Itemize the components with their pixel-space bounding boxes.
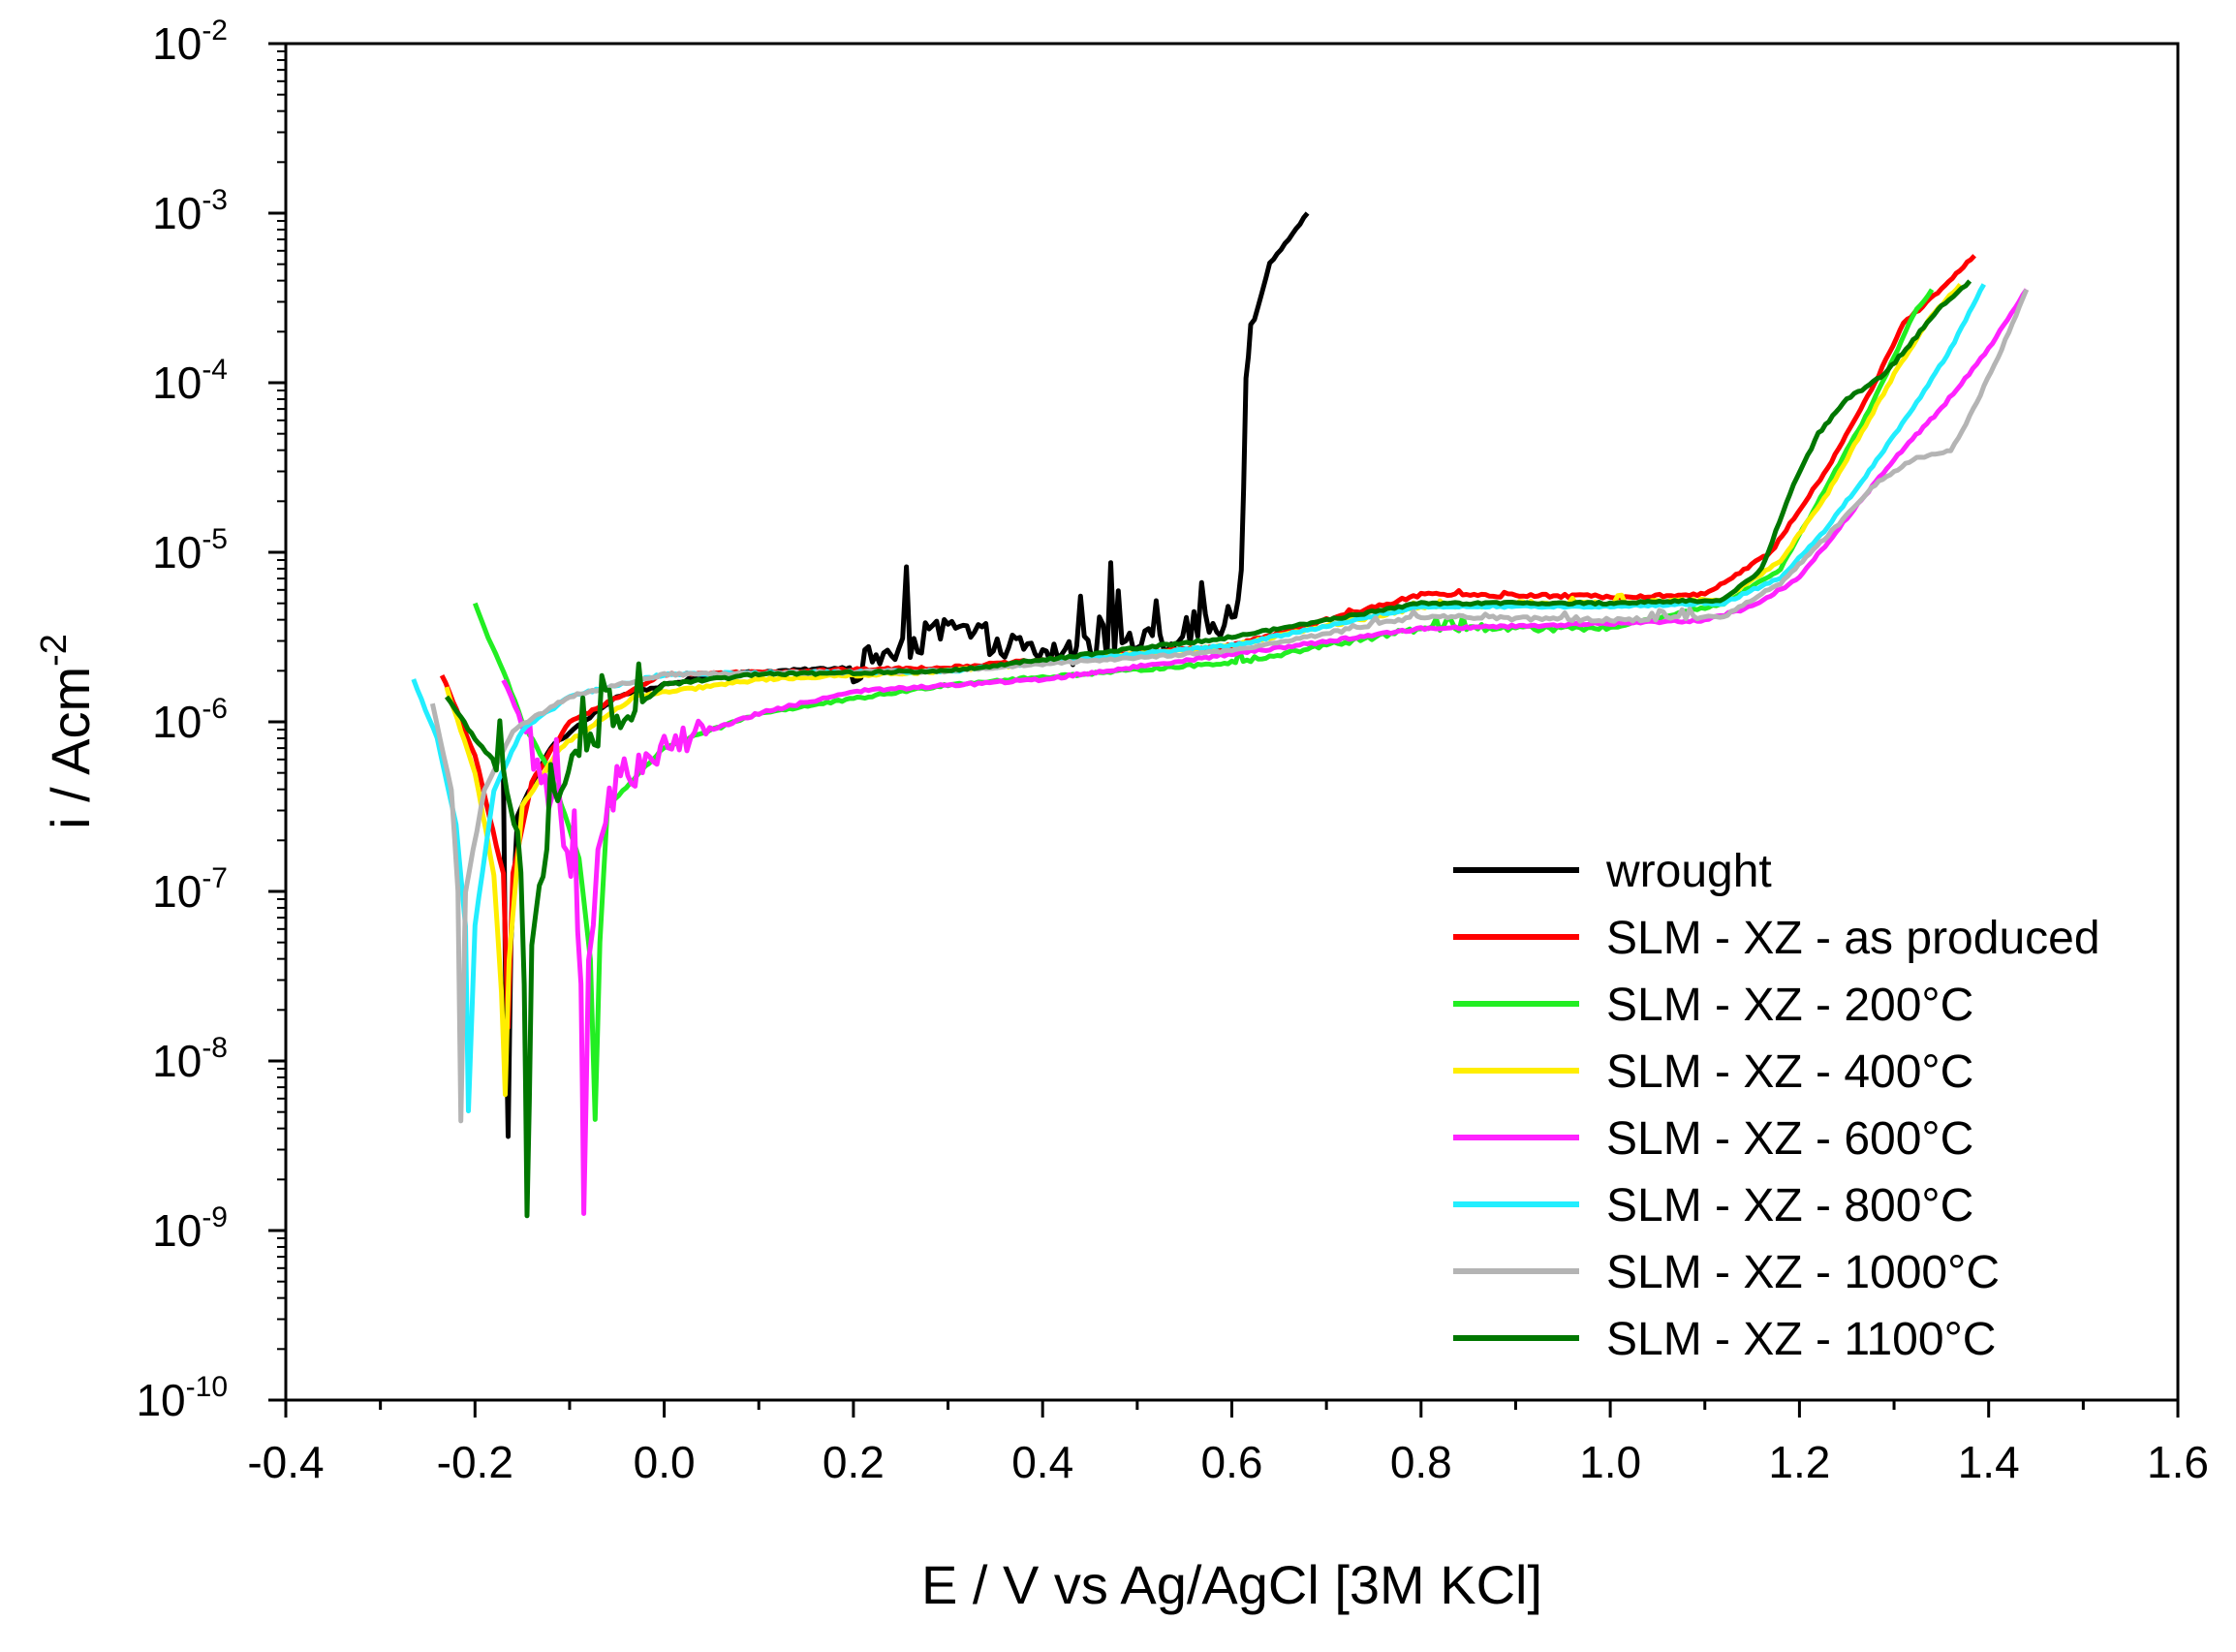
legend: wrought SLM - XZ - as produced SLM - XZ - … <box>1453 846 2100 1365</box>
x-axis-label: E / V vs Ag/AgCl [3M KCl] <box>921 1554 1542 1615</box>
legend-label: SLM - XZ - 600°C <box>1606 1113 1973 1165</box>
y-tick-label: 10-9 <box>152 1201 228 1256</box>
y-tick-label: 10-2 <box>152 15 228 69</box>
x-tick-label: 0.6 <box>1201 1437 1263 1487</box>
y-tick-label: 10-3 <box>152 184 228 238</box>
legend-label: wrought <box>1605 846 1772 897</box>
series-line-7 <box>444 279 1972 1219</box>
y-axis-label: i / Acm-2 <box>34 634 101 829</box>
x-tick-label: -0.4 <box>247 1437 324 1487</box>
series-line-4 <box>501 288 2029 1216</box>
legend-label: SLM - XZ - as produced <box>1606 913 2100 964</box>
x-tick-label: 0.8 <box>1390 1437 1452 1487</box>
y-tick-label: 10-4 <box>152 354 228 408</box>
legend-label: SLM - XZ - 200°C <box>1606 980 1973 1031</box>
x-tick-label: 0.2 <box>823 1437 885 1487</box>
x-tick-label: -0.2 <box>437 1437 513 1487</box>
x-tick-label: 1.6 <box>2147 1437 2209 1487</box>
legend-label: SLM - XZ - 1000°C <box>1606 1247 2000 1298</box>
x-tick-label: 0.0 <box>634 1437 696 1487</box>
x-tick-label: 1.4 <box>1958 1437 2020 1487</box>
x-tick-label: 1.2 <box>1768 1437 1830 1487</box>
y-tick-label: 10-6 <box>152 693 228 747</box>
y-axis-label-exponent: -2 <box>34 634 75 667</box>
series-layer <box>411 211 2030 1219</box>
x-tick-label: 0.4 <box>1011 1437 1073 1487</box>
y-tick-label: 10-10 <box>136 1371 228 1425</box>
y-axis-label-main: i / Acm <box>40 667 101 829</box>
legend-label: SLM - XZ - 1100°C <box>1606 1314 1996 1365</box>
y-tick-label: 10-8 <box>152 1032 228 1086</box>
y-tick-label: 10-7 <box>152 862 228 917</box>
y-tick-label: 10-5 <box>152 523 228 577</box>
series-line-6 <box>429 288 2030 1124</box>
axis-ticks: -0.4 -0.2 0.0 0.2 0.4 0.6 0.8 1.0 1.2 1.4 1.6 10-2 1… <box>136 15 2209 1487</box>
legend-label: SLM - XZ - 800°C <box>1606 1180 1973 1231</box>
x-tick-label: 1.0 <box>1579 1437 1641 1487</box>
legend-label: SLM - XZ - 400°C <box>1606 1046 1973 1098</box>
